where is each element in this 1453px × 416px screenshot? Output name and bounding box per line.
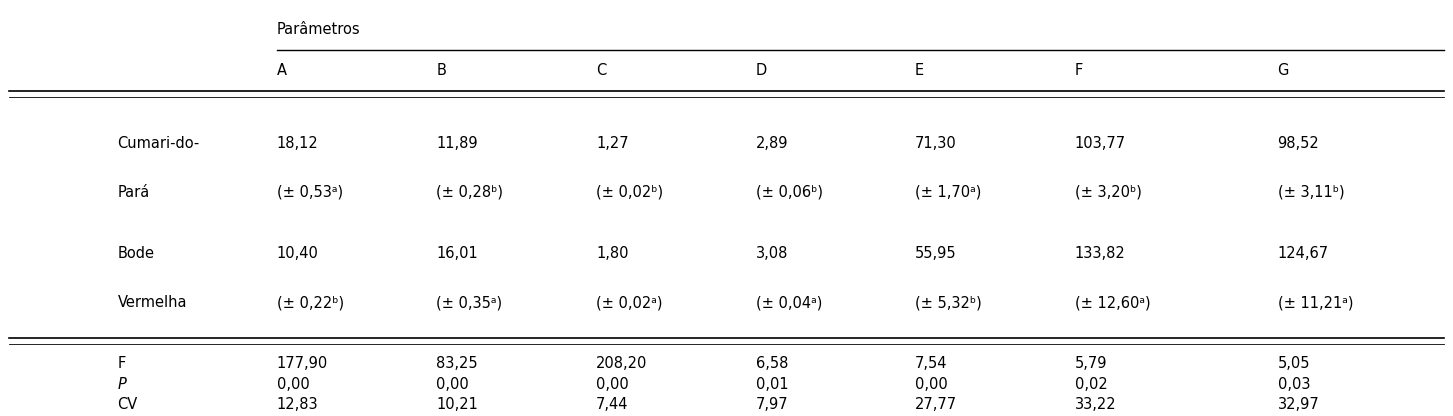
Text: 98,52: 98,52 (1277, 136, 1319, 151)
Text: (± 1,70ᵃ): (± 1,70ᵃ) (915, 185, 981, 200)
Text: (± 0,28ᵇ): (± 0,28ᵇ) (436, 185, 503, 200)
Text: (± 0,22ᵇ): (± 0,22ᵇ) (278, 295, 344, 310)
Text: 7,97: 7,97 (756, 397, 788, 412)
Text: (± 0,02ᵇ): (± 0,02ᵇ) (596, 185, 663, 200)
Text: Pará: Pará (118, 185, 150, 200)
Text: (± 0,35ᵃ): (± 0,35ᵃ) (436, 295, 503, 310)
Text: 33,22: 33,22 (1075, 397, 1116, 412)
Text: 1,80: 1,80 (596, 246, 629, 261)
Text: 10,40: 10,40 (278, 246, 318, 261)
Text: 103,77: 103,77 (1075, 136, 1126, 151)
Text: (± 0,53ᵃ): (± 0,53ᵃ) (278, 185, 343, 200)
Text: 177,90: 177,90 (278, 356, 328, 371)
Text: 0,03: 0,03 (1277, 376, 1311, 391)
Text: Parâmetros: Parâmetros (278, 22, 360, 37)
Text: 55,95: 55,95 (915, 246, 956, 261)
Text: 1,27: 1,27 (596, 136, 629, 151)
Text: CV: CV (118, 397, 138, 412)
Text: 10,21: 10,21 (436, 397, 478, 412)
Text: 5,05: 5,05 (1277, 356, 1311, 371)
Text: A: A (278, 62, 286, 77)
Text: E: E (915, 62, 924, 77)
Text: 124,67: 124,67 (1277, 246, 1328, 261)
Text: 133,82: 133,82 (1075, 246, 1125, 261)
Text: B: B (436, 62, 446, 77)
Text: F: F (118, 356, 125, 371)
Text: 0,01: 0,01 (756, 376, 788, 391)
Text: P: P (118, 376, 126, 391)
Text: C: C (596, 62, 606, 77)
Text: 7,44: 7,44 (596, 397, 629, 412)
Text: 5,79: 5,79 (1075, 356, 1107, 371)
Text: 18,12: 18,12 (278, 136, 318, 151)
Text: 2,89: 2,89 (756, 136, 788, 151)
Text: 27,77: 27,77 (915, 397, 958, 412)
Text: 32,97: 32,97 (1277, 397, 1319, 412)
Text: 208,20: 208,20 (596, 356, 648, 371)
Text: 0,00: 0,00 (278, 376, 309, 391)
Text: 6,58: 6,58 (756, 356, 788, 371)
Text: 7,54: 7,54 (915, 356, 947, 371)
Text: 0,00: 0,00 (596, 376, 629, 391)
Text: Vermelha: Vermelha (118, 295, 187, 310)
Text: 3,08: 3,08 (756, 246, 788, 261)
Text: 11,89: 11,89 (436, 136, 478, 151)
Text: 0,00: 0,00 (436, 376, 469, 391)
Text: (± 3,11ᵇ): (± 3,11ᵇ) (1277, 185, 1344, 200)
Text: 12,83: 12,83 (278, 397, 318, 412)
Text: (± 3,20ᵇ): (± 3,20ᵇ) (1075, 185, 1142, 200)
Text: (± 0,06ᵇ): (± 0,06ᵇ) (756, 185, 822, 200)
Text: 0,02: 0,02 (1075, 376, 1107, 391)
Text: F: F (1075, 62, 1082, 77)
Text: (± 0,02ᵃ): (± 0,02ᵃ) (596, 295, 663, 310)
Text: G: G (1277, 62, 1289, 77)
Text: 83,25: 83,25 (436, 356, 478, 371)
Text: 71,30: 71,30 (915, 136, 956, 151)
Text: 0,00: 0,00 (915, 376, 947, 391)
Text: (± 5,32ᵇ): (± 5,32ᵇ) (915, 295, 982, 310)
Text: Cumari-do-: Cumari-do- (118, 136, 199, 151)
Text: (± 12,60ᵃ): (± 12,60ᵃ) (1075, 295, 1151, 310)
Text: (± 0,04ᵃ): (± 0,04ᵃ) (756, 295, 822, 310)
Text: (± 11,21ᵃ): (± 11,21ᵃ) (1277, 295, 1353, 310)
Text: Bode: Bode (118, 246, 154, 261)
Text: 16,01: 16,01 (436, 246, 478, 261)
Text: D: D (756, 62, 767, 77)
